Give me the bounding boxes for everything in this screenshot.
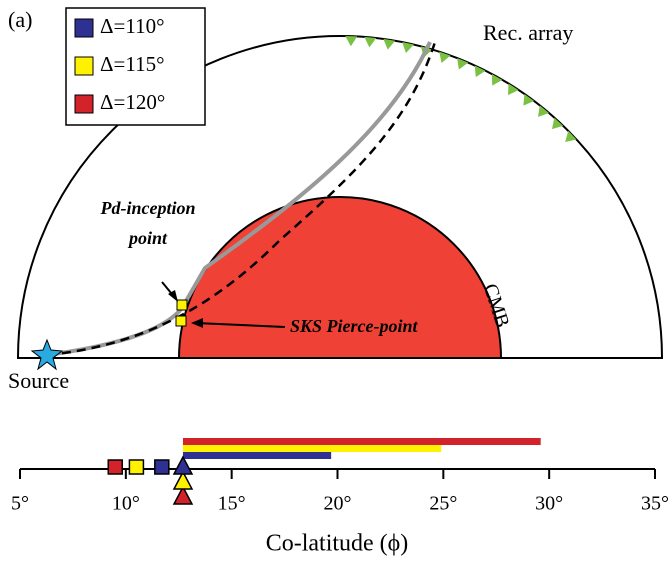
x-tick-label: 10° [112,493,140,515]
square-marker [129,460,143,474]
receiver [383,39,395,50]
source-star [32,340,62,369]
legend-swatch [75,19,93,37]
x-tick-label: 20° [324,493,352,515]
inception-point [177,300,187,310]
pierce-label: SKS Pierce-point [290,316,419,336]
receiver [508,83,518,95]
x-tick-label: 30° [535,493,563,515]
inception-label: point [127,228,168,248]
legend-swatch [75,57,93,75]
x-tick-label: 5° [11,493,29,515]
receiver [345,36,357,46]
x-axis-title: Co-latitude (ϕ) [266,531,409,557]
figure: (a) Rec. array Source CMB Pd-inception p… [0,0,671,564]
square-marker [108,460,122,474]
range-bar [183,438,541,445]
legend-label: Δ=110° [100,14,164,38]
x-tick-label: 25° [429,493,457,515]
x-tick-label: 35° [641,493,669,515]
receiver [364,37,376,48]
receiver-label: Rec. array [483,20,573,45]
source-label: Source [8,368,69,393]
square-marker [155,460,169,474]
range-bar [183,452,331,459]
inception-label: Pd-inception [100,198,196,218]
receiver-array [345,36,576,142]
legend-swatch [75,95,93,113]
legend-label: Δ=120° [100,90,165,114]
pierce-point [176,316,186,326]
panel-label: (a) [8,7,32,32]
range-bar [183,445,441,452]
legend-label: Δ=115° [100,52,164,76]
triangle-marker [174,457,192,474]
x-tick-label: 15° [218,493,246,515]
